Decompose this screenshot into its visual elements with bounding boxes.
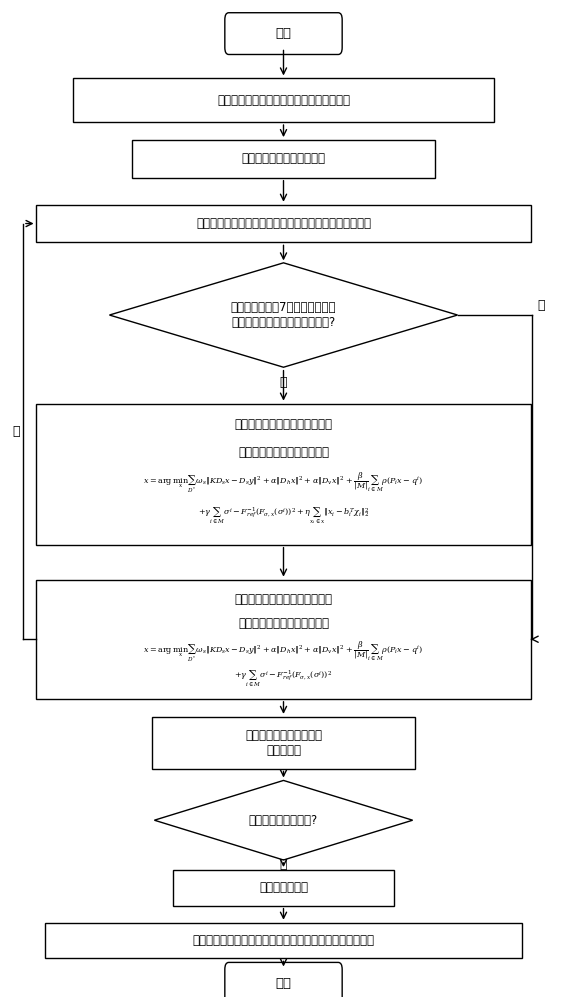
Bar xyxy=(36,580,531,699)
Text: 使用非盲算法求解清晰图像，输出最终的模糊核与清晰图像: 使用非盲算法求解清晰图像，输出最终的模糊核与清晰图像 xyxy=(193,934,374,947)
Text: 求解循环迭代求解如下方程：: 求解循环迭代求解如下方程： xyxy=(238,617,329,630)
Text: $x = \arg\min_{x}\sum_{D^{*}}\omega_{s}\Vert KD_{s}x-D_{s}y\Vert^{2}+\alpha\Vert: $x = \arg\min_{x}\sum_{D^{*}}\omega_{s}\… xyxy=(143,639,424,664)
Text: 是: 是 xyxy=(280,376,287,389)
Text: 计算迭代金字塔的层数，并预处理指示梯度边缘的映射图: 计算迭代金字塔的层数，并预处理指示梯度边缘的映射图 xyxy=(196,217,371,230)
Bar xyxy=(36,205,531,242)
Text: 设置迭代次数为7，并判断是否为
最后一次迭代且当前金字塔层数?: 设置迭代次数为7，并判断是否为 最后一次迭代且当前金字塔层数? xyxy=(231,301,336,329)
Text: 使用迭代再权重的最小二乘方法: 使用迭代再权重的最小二乘方法 xyxy=(235,418,332,431)
Bar xyxy=(73,78,494,122)
Text: 是: 是 xyxy=(280,858,287,871)
Text: 是否达满足停止条件?: 是否达满足停止条件? xyxy=(249,814,318,827)
Text: $+\gamma\sum_{i\in M}\sigma^{i}-F_{ref}^{-1}(F_{\sigma,x}(\sigma^{i}))^{2}$: $+\gamma\sum_{i\in M}\sigma^{i}-F_{ref}^… xyxy=(234,669,333,689)
Polygon shape xyxy=(154,780,413,860)
Text: 否: 否 xyxy=(12,425,20,438)
Text: 输入的欲待处理的模糊图像并预处理该图像: 输入的欲待处理的模糊图像并预处理该图像 xyxy=(217,94,350,107)
Bar xyxy=(45,923,522,958)
Bar xyxy=(172,870,395,906)
FancyBboxPatch shape xyxy=(225,962,342,1000)
Text: $+\gamma\sum_{i\in M}\sigma^{i}-F_{ref}^{-1}(F_{\sigma,x}(\sigma^{i}))^{2}+\eta\: $+\gamma\sum_{i\in M}\sigma^{i}-F_{ref}^… xyxy=(198,505,369,526)
Text: 结束: 结束 xyxy=(276,977,291,990)
Text: 计算指示梯度边缘的映射图: 计算指示梯度边缘的映射图 xyxy=(242,152,325,165)
Text: 使用迭代再权重的最小二乘方法: 使用迭代再权重的最小二乘方法 xyxy=(235,593,332,606)
Bar xyxy=(132,140,435,178)
Text: 输出最终模糊核: 输出最终模糊核 xyxy=(259,881,308,894)
Text: $x = \arg\min_{x}\sum_{D^{*}}\omega_{s}\Vert KD_{s}x-D_{s}y\Vert^{2}+\alpha\Vert: $x = \arg\min_{x}\sum_{D^{*}}\omega_{s}\… xyxy=(143,470,424,495)
Bar xyxy=(151,717,416,768)
Text: 使用共轭梯度下降算法迭
代求模糊核: 使用共轭梯度下降算法迭 代求模糊核 xyxy=(245,729,322,757)
Text: 否: 否 xyxy=(538,299,545,312)
Text: 开始: 开始 xyxy=(276,27,291,40)
Polygon shape xyxy=(109,263,458,367)
Text: 求解循环迭代求解如下方程：: 求解循环迭代求解如下方程： xyxy=(238,446,329,459)
FancyBboxPatch shape xyxy=(225,13,342,54)
Bar xyxy=(36,404,531,545)
